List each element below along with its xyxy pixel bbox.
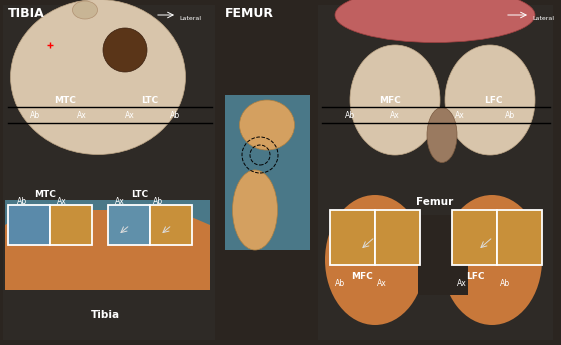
Text: LFC: LFC bbox=[466, 272, 484, 281]
Text: TIBIA: TIBIA bbox=[8, 7, 45, 20]
Text: Ab: Ab bbox=[153, 197, 163, 206]
Text: Tibia: Tibia bbox=[90, 310, 119, 320]
Text: Lateral: Lateral bbox=[179, 16, 201, 21]
Text: LFC: LFC bbox=[484, 96, 502, 105]
Text: MFC: MFC bbox=[379, 96, 401, 105]
Text: MFC: MFC bbox=[351, 272, 373, 281]
Bar bbox=[50, 205, 92, 245]
Text: Ab: Ab bbox=[30, 111, 40, 120]
Text: Ab: Ab bbox=[335, 279, 345, 288]
Text: MTC: MTC bbox=[54, 96, 76, 105]
Ellipse shape bbox=[240, 100, 295, 150]
Text: Ax: Ax bbox=[57, 197, 67, 206]
Bar bbox=[418, 215, 468, 295]
Text: LTC: LTC bbox=[131, 190, 149, 199]
Bar bbox=[452, 210, 497, 265]
Ellipse shape bbox=[232, 170, 278, 250]
Ellipse shape bbox=[350, 45, 440, 155]
Bar bbox=[108, 205, 150, 245]
Ellipse shape bbox=[325, 195, 425, 325]
Text: Ab: Ab bbox=[345, 111, 355, 120]
Text: Femur: Femur bbox=[416, 197, 454, 207]
Bar bbox=[375, 210, 420, 265]
Text: Ax: Ax bbox=[77, 111, 87, 120]
Ellipse shape bbox=[442, 195, 542, 325]
Bar bbox=[3, 5, 215, 185]
Ellipse shape bbox=[11, 0, 186, 155]
Circle shape bbox=[103, 28, 147, 72]
Text: Ax: Ax bbox=[125, 111, 135, 120]
Text: Ab: Ab bbox=[17, 197, 27, 206]
Bar bbox=[318, 5, 553, 185]
Text: Ab: Ab bbox=[500, 279, 510, 288]
Text: Ax: Ax bbox=[377, 279, 387, 288]
Text: Ax: Ax bbox=[455, 111, 465, 120]
Bar bbox=[3, 185, 215, 340]
Text: MTC: MTC bbox=[34, 190, 56, 199]
Text: Ax: Ax bbox=[115, 197, 125, 206]
Ellipse shape bbox=[427, 108, 457, 162]
Bar bbox=[318, 185, 553, 340]
Polygon shape bbox=[5, 210, 210, 290]
Text: Ax: Ax bbox=[457, 279, 467, 288]
Bar bbox=[330, 210, 375, 265]
Text: Lateral: Lateral bbox=[532, 16, 554, 21]
Bar bbox=[225, 95, 310, 250]
Text: Ab: Ab bbox=[170, 111, 180, 120]
Text: Ax: Ax bbox=[390, 111, 400, 120]
Ellipse shape bbox=[335, 0, 535, 42]
Ellipse shape bbox=[445, 45, 535, 155]
Bar bbox=[497, 210, 542, 265]
Text: LTC: LTC bbox=[141, 96, 159, 105]
Ellipse shape bbox=[72, 1, 98, 19]
Text: FEMUR: FEMUR bbox=[225, 7, 274, 20]
Text: Ab: Ab bbox=[505, 111, 515, 120]
Bar bbox=[5, 200, 210, 290]
Bar bbox=[150, 205, 192, 245]
Bar bbox=[8, 205, 50, 245]
